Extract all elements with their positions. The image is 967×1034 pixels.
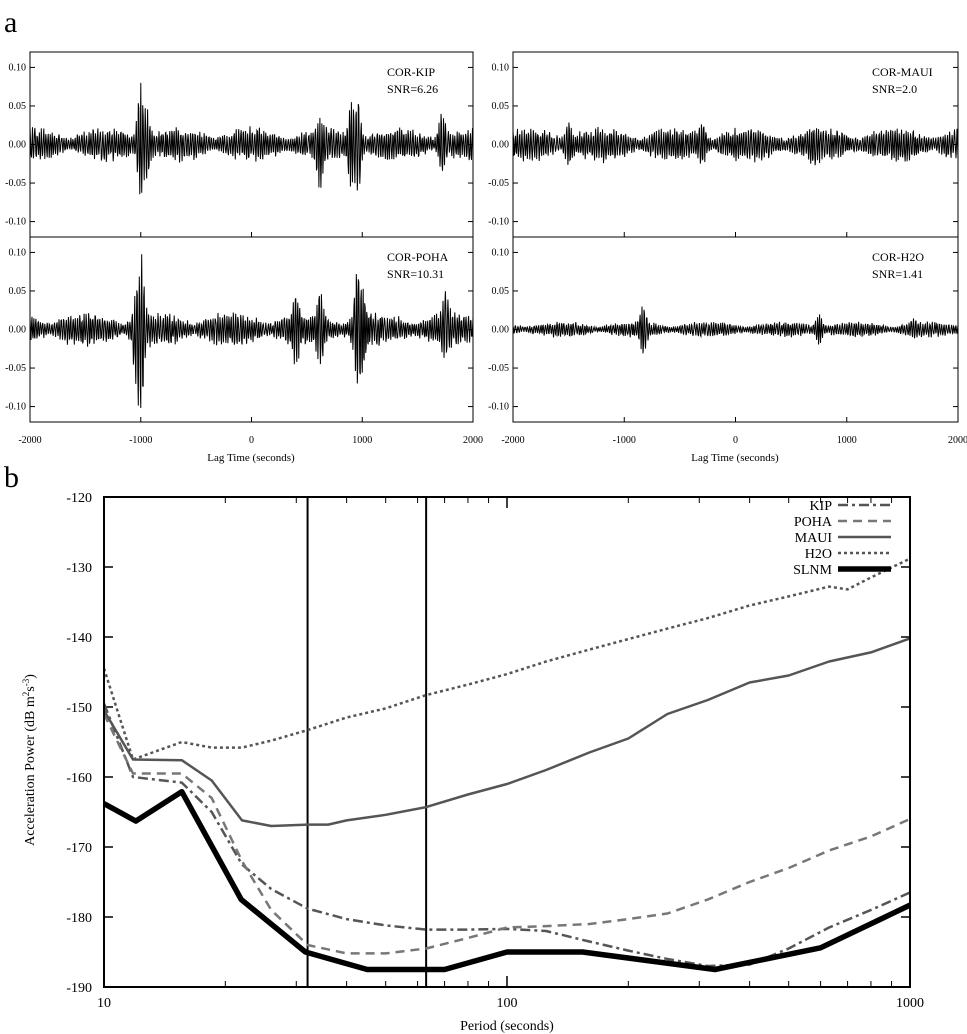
panel-a-xlabel-left: Lag Time (seconds) bbox=[207, 452, 295, 464]
trace-line bbox=[29, 254, 474, 409]
legend-label: MAUI bbox=[795, 531, 833, 546]
y-tick-label: 0.05 bbox=[9, 101, 27, 112]
y-tick-label: -190 bbox=[66, 981, 92, 996]
y-tick-label: 0.05 bbox=[492, 101, 510, 112]
series-kip-line bbox=[102, 703, 911, 968]
x-tick-label: -2000 bbox=[18, 435, 41, 446]
subplot-maui: 0.10 0.05 0.00 -0.05 -0.10 COR-MAUI SNR=2.0 bbox=[488, 51, 959, 238]
y-tick-label: 0.10 bbox=[9, 62, 27, 73]
x-tick-label: -2000 bbox=[501, 435, 524, 446]
x-tick-label: 2000 bbox=[948, 435, 967, 446]
trace-label: COR-H2O bbox=[872, 250, 924, 264]
panel-b-xlabel: Period (seconds) bbox=[460, 1019, 554, 1034]
panel-a-traces: 0.100.050.00-0.05-0.10COR-KIPSNR=6.260.1… bbox=[5, 51, 967, 446]
panel-a-xlabel-right: Lag Time (seconds) bbox=[691, 452, 779, 464]
y-tick-label: -0.05 bbox=[488, 363, 509, 374]
y-tick-label: -140 bbox=[66, 631, 92, 646]
snr-label: SNR=1.41 bbox=[872, 267, 923, 281]
trace-label: COR-MAUI bbox=[872, 65, 933, 79]
ylabel-sup2: -3 bbox=[21, 678, 31, 686]
legend-label: KIP bbox=[809, 499, 832, 514]
legend-label: SLNM bbox=[793, 563, 832, 578]
y-tick-label: 0.00 bbox=[492, 140, 510, 151]
y-tick-label: 0.05 bbox=[9, 286, 27, 297]
snr-label: SNR=10.31 bbox=[387, 267, 444, 281]
series-poha-line bbox=[102, 713, 911, 955]
x-tick-label: 100 bbox=[497, 996, 518, 1011]
x-tick-label: -1000 bbox=[613, 435, 636, 446]
x-tick-label: 0 bbox=[249, 435, 254, 446]
x-tick-label: 2000 bbox=[463, 435, 483, 446]
x-tick-label: 1000 bbox=[837, 435, 857, 446]
x-tick-label: 1000 bbox=[896, 996, 924, 1011]
subplot-poha: 0.10 0.05 0.00 -0.05 -0.10 -2000 -1000 0 1000 200… bbox=[5, 236, 483, 446]
subplot-h2o: 0.10 0.05 0.00 -0.05 -0.10 -2000 -1000 0 1000 200… bbox=[488, 236, 967, 446]
y-tick-label: -160 bbox=[66, 771, 92, 786]
y-tick-label: 0.10 bbox=[492, 247, 510, 258]
y-tick-label: -0.10 bbox=[488, 402, 509, 413]
x-tick-label: 10 bbox=[97, 996, 111, 1011]
y-tick-label: 0.00 bbox=[492, 325, 510, 336]
y-tick-label: -0.10 bbox=[488, 217, 509, 228]
y-tick-label: 0.00 bbox=[9, 140, 27, 151]
series-maui-line bbox=[102, 637, 911, 828]
panel-b-ylabel: Acceleration Power (dB m2s-3) bbox=[21, 674, 38, 846]
y-tick-label: -0.05 bbox=[488, 178, 509, 189]
ylabel-end: ) bbox=[23, 674, 38, 679]
trace-line bbox=[29, 82, 474, 195]
y-tick-label: 0.05 bbox=[492, 286, 510, 297]
trace-line bbox=[512, 122, 959, 166]
x-tick-label: 0 bbox=[733, 435, 738, 446]
y-tick-label: 0.10 bbox=[9, 247, 27, 258]
panel-b-letter: b bbox=[4, 461, 19, 494]
ylabel-main: Acceleration Power (dB m bbox=[23, 696, 38, 846]
y-tick-label: -0.10 bbox=[5, 217, 26, 228]
y-tick-label: -170 bbox=[66, 841, 92, 856]
y-tick-label: -130 bbox=[66, 561, 92, 576]
legend-label: H2O bbox=[805, 547, 832, 562]
panel-a-letter: a bbox=[4, 6, 17, 39]
legend-label: POHA bbox=[794, 515, 833, 530]
y-tick-label: -0.05 bbox=[5, 178, 26, 189]
y-tick-label: 0.10 bbox=[492, 62, 510, 73]
y-tick-label: -0.10 bbox=[5, 402, 26, 413]
x-tick-label: 1000 bbox=[352, 435, 372, 446]
series-slnm-line bbox=[102, 788, 912, 973]
snr-label: SNR=2.0 bbox=[872, 82, 917, 96]
trace-label: COR-KIP bbox=[387, 65, 435, 79]
ylabel-sup1: 2 bbox=[21, 692, 31, 697]
y-tick-label: -0.05 bbox=[5, 363, 26, 374]
y-tick-label: -120 bbox=[66, 491, 92, 506]
trace-label: COR-POHA bbox=[387, 250, 449, 264]
plot-frame bbox=[103, 496, 911, 988]
x-tick-label: -1000 bbox=[129, 435, 152, 446]
y-tick-label: -150 bbox=[66, 701, 92, 716]
series-h2o-line bbox=[102, 557, 911, 761]
subplot-kip: 0.10 0.05 0.00 -0.05 -0.10 COR-KIP SNR=6.26 bbox=[5, 51, 474, 238]
panel-b-spectra: -120 -130 -140 -150 -160 -170 -180 -190 10 100 100… bbox=[66, 491, 924, 1011]
y-tick-label: -180 bbox=[66, 911, 92, 926]
trace-line bbox=[512, 306, 959, 354]
snr-label: SNR=6.26 bbox=[387, 82, 438, 96]
y-tick-label: 0.00 bbox=[9, 325, 27, 336]
ylabel-mid: s bbox=[23, 686, 38, 691]
